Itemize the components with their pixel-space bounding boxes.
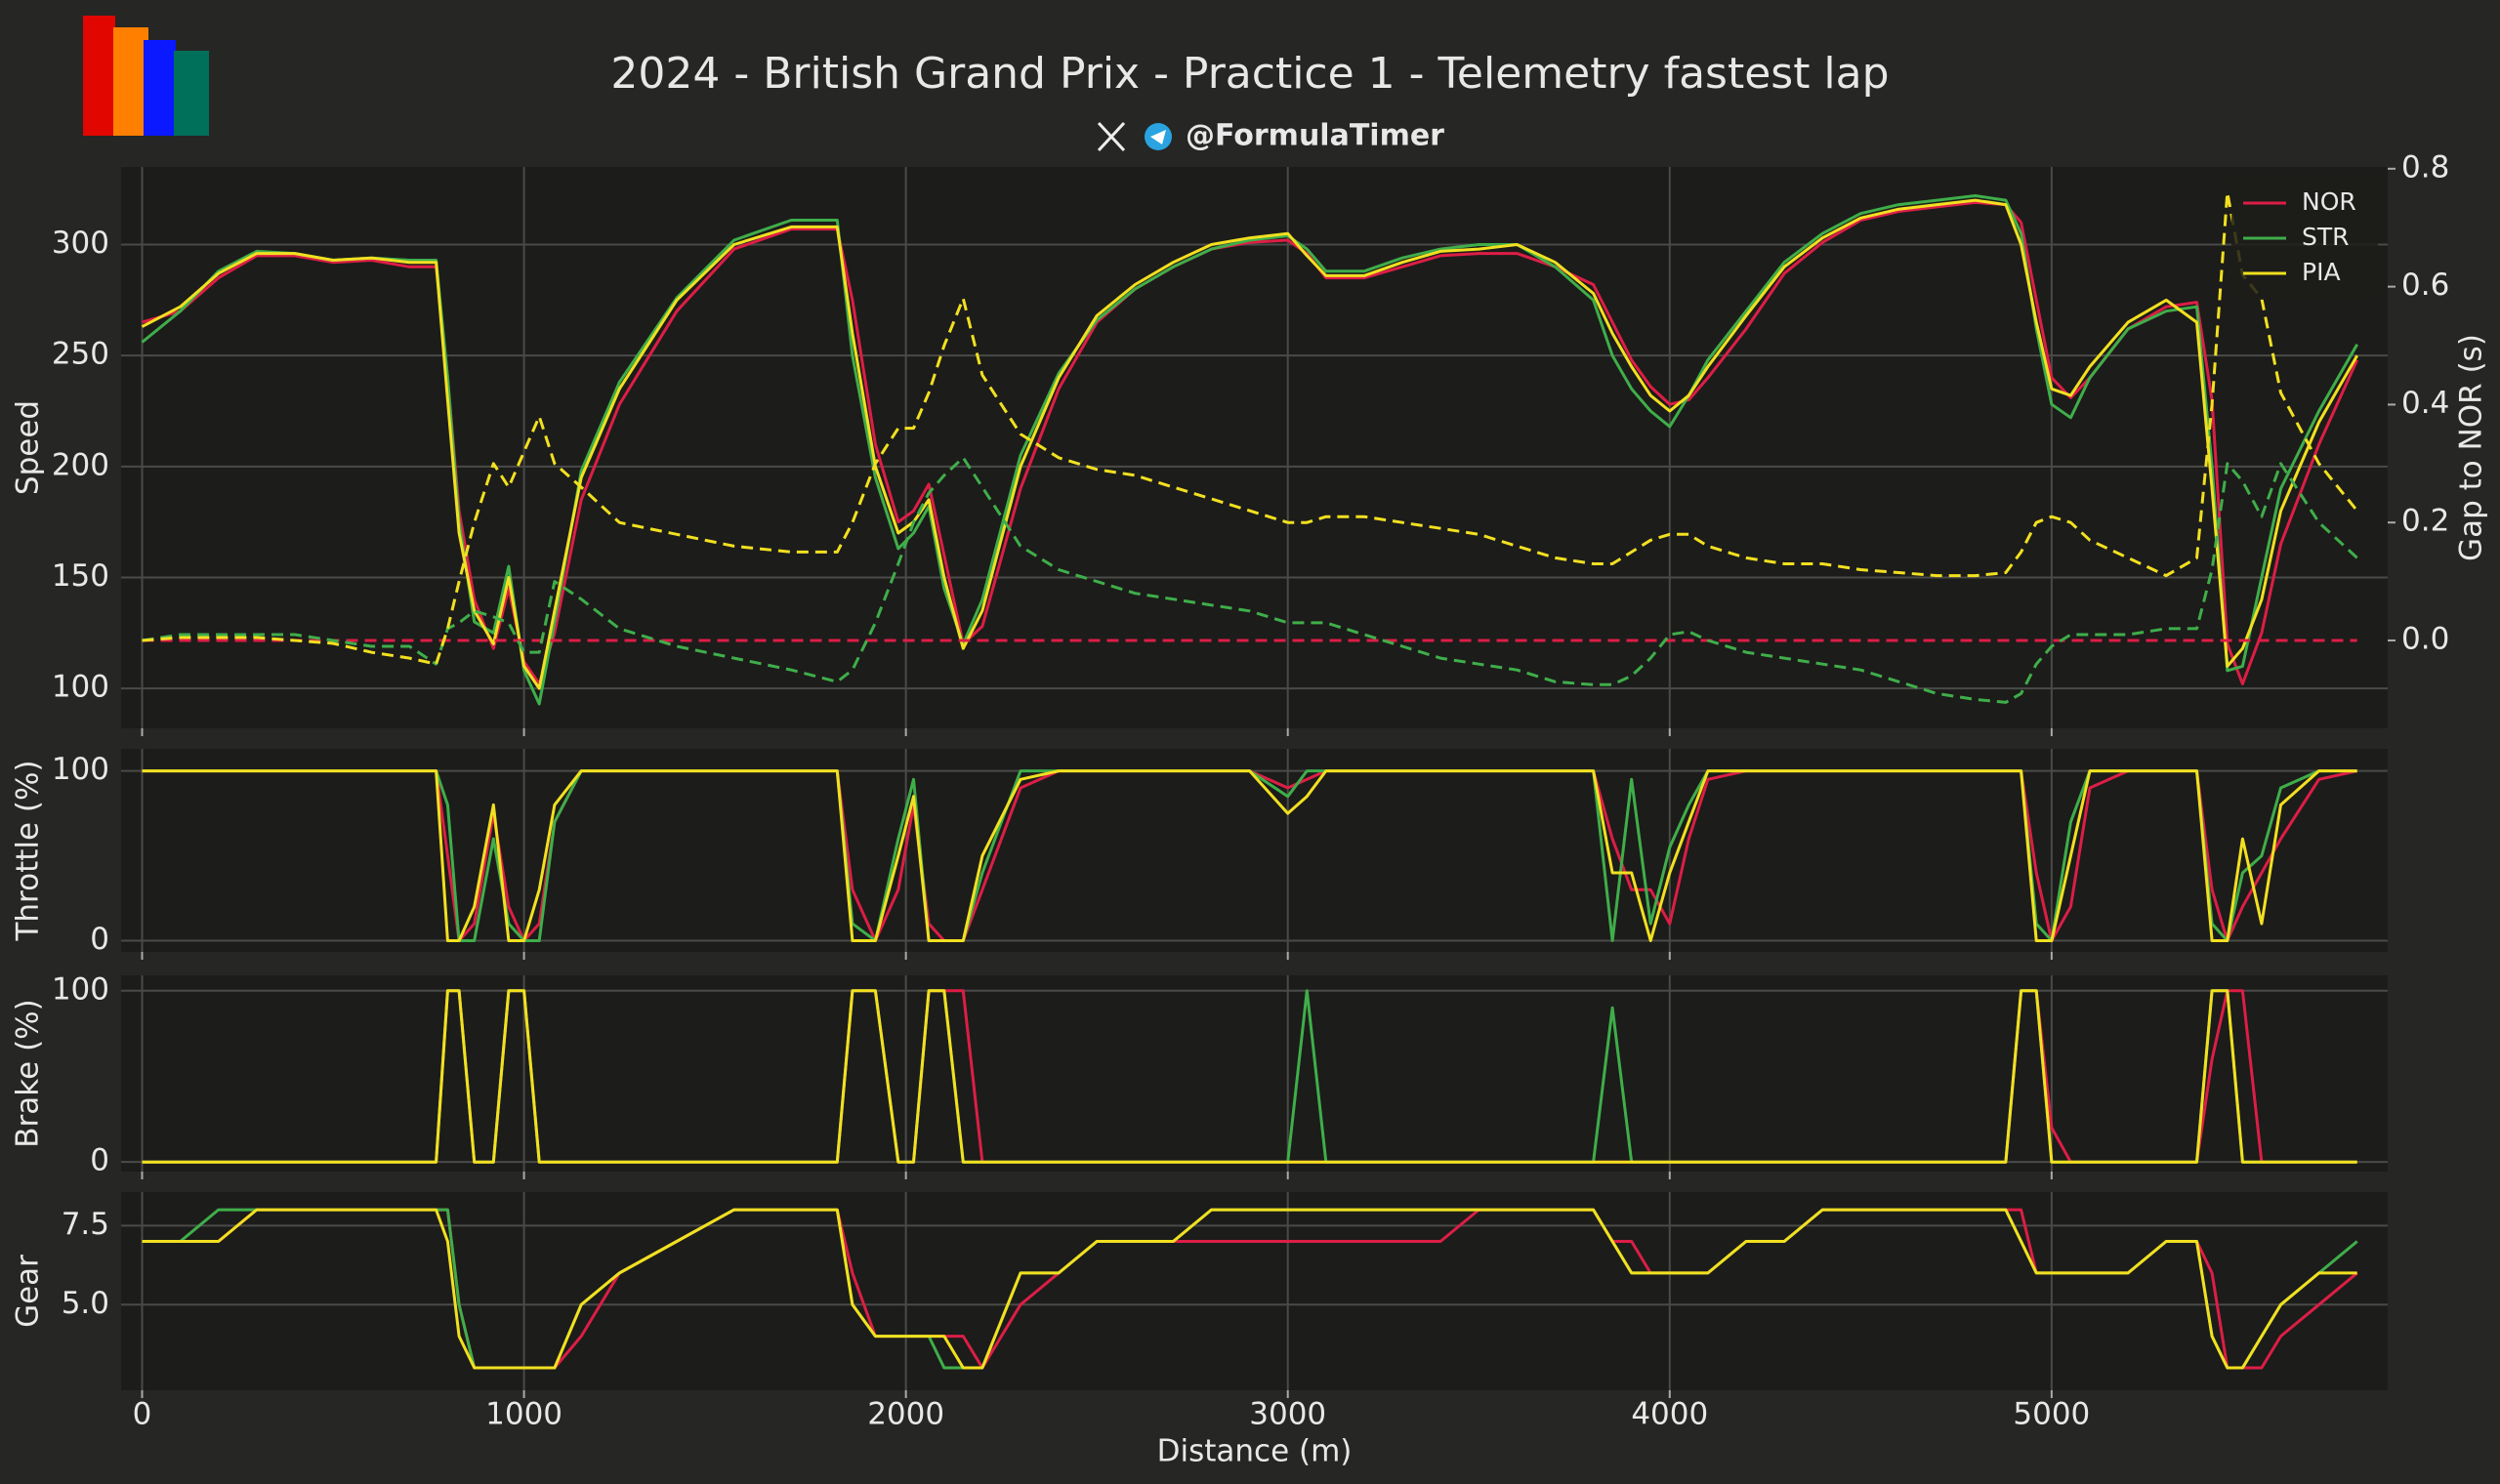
- x-tick-label: 5000: [2013, 1397, 2090, 1432]
- y-tick-label: 0: [90, 922, 109, 957]
- plot-area: [121, 167, 2388, 728]
- y-axis-label: Speed: [11, 400, 46, 495]
- x-tick-label: 3000: [1249, 1397, 1326, 1432]
- series-line: [141, 198, 2359, 690]
- logo-bar: [144, 40, 176, 136]
- y2-tick-label: 0.4: [2401, 386, 2449, 421]
- telegram-glyph: [1150, 130, 1166, 144]
- y2-tick-label: 0.6: [2401, 268, 2449, 303]
- legend-box: [2231, 177, 2378, 300]
- y-axis-label: Brake (%): [11, 999, 46, 1147]
- y2-tick-label: 0.0: [2401, 622, 2449, 657]
- plot-area: [121, 1192, 2388, 1390]
- x-tick-label: 1000: [485, 1397, 562, 1432]
- series-line: [141, 194, 2359, 706]
- y2-axis-label: Gap to NOR (s): [2454, 334, 2489, 561]
- legend-label: NOR: [2302, 187, 2356, 216]
- series-line: [142, 200, 2359, 685]
- x-tick-label: 2000: [867, 1397, 944, 1432]
- x-icon: [1097, 121, 1126, 152]
- x-axis-label: Distance (m): [1157, 1434, 1353, 1469]
- series-line: [142, 769, 2357, 942]
- logo-bar: [83, 16, 115, 136]
- y-tick-label: 250: [52, 337, 109, 372]
- y2-tick-label: 0.2: [2401, 504, 2449, 539]
- chart-title: 2024 - British Grand Prix - Practice 1 -…: [610, 49, 1889, 99]
- plot-area: [121, 975, 2388, 1172]
- series-line: [142, 769, 2358, 942]
- y-tick-label: 200: [52, 447, 109, 482]
- x-tick-label: 0: [133, 1397, 152, 1432]
- series-line: [142, 989, 2357, 1164]
- y-tick-label: 5.0: [62, 1286, 109, 1321]
- logo: [83, 16, 209, 136]
- icon-stroke: [1097, 121, 1126, 152]
- y2-tick-label: 0.8: [2401, 149, 2449, 185]
- gap-line: [142, 190, 2358, 666]
- y-axis-label: Throttle (%): [11, 760, 46, 941]
- logo-bar: [113, 27, 148, 136]
- y-axis-label: Gear: [11, 1255, 46, 1328]
- y-tick-label: 100: [52, 670, 109, 705]
- series-line: [142, 1208, 2357, 1370]
- logo-bar: [174, 51, 209, 136]
- y-tick-label: 7.5: [62, 1207, 109, 1242]
- x-tick-label: 4000: [1631, 1397, 1708, 1432]
- legend-label: STR: [2302, 223, 2350, 251]
- y-tick-label: 100: [52, 752, 109, 787]
- gap-line: [142, 456, 2358, 704]
- y-tick-label: 150: [52, 558, 109, 594]
- legend-label: PIA: [2302, 258, 2341, 286]
- y-tick-label: 300: [52, 226, 109, 261]
- y-tick-label: 100: [52, 971, 109, 1007]
- chart-subtitle: @FormulaTimer: [1186, 119, 1444, 153]
- y-tick-label: 0: [90, 1143, 109, 1178]
